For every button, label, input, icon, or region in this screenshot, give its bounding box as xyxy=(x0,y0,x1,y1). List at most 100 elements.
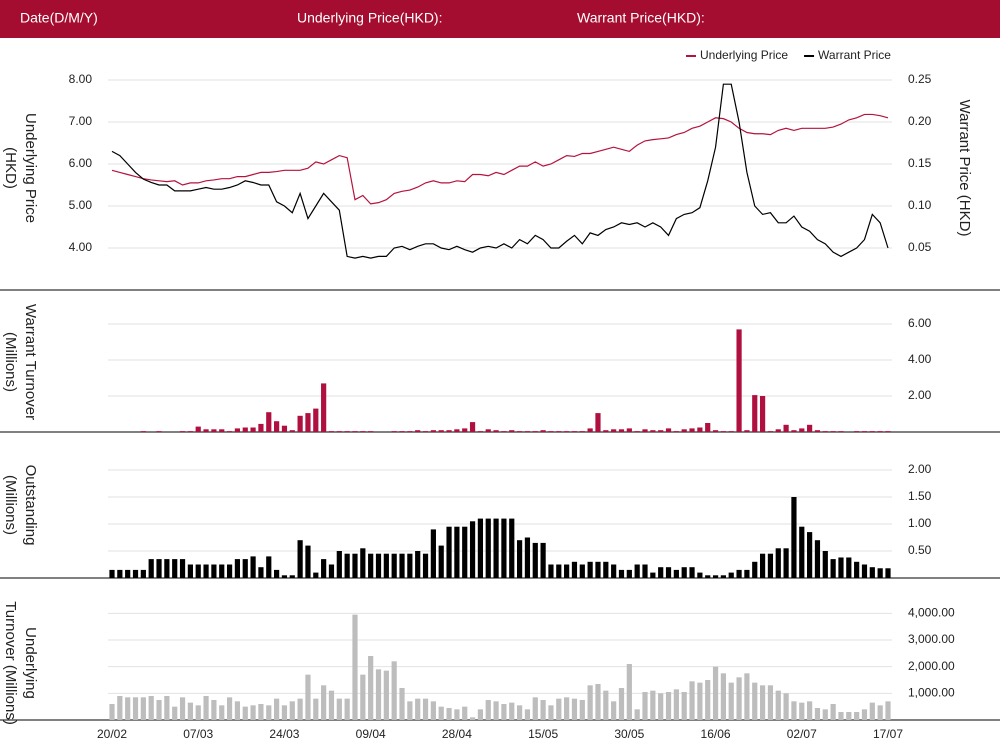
bar xyxy=(430,701,436,720)
bar xyxy=(132,569,139,578)
bar xyxy=(791,497,797,578)
bar xyxy=(117,569,123,578)
bar xyxy=(415,551,421,578)
bar xyxy=(634,709,640,720)
bar xyxy=(540,430,546,432)
bar xyxy=(611,429,617,432)
bar xyxy=(352,431,358,432)
bar xyxy=(219,429,225,432)
y-tick-label: 0.25 xyxy=(908,72,932,86)
bar xyxy=(352,553,358,578)
y-tick-label: 4.00 xyxy=(69,240,93,254)
bar xyxy=(297,540,303,578)
bar xyxy=(336,551,342,578)
bar xyxy=(571,561,578,578)
bar xyxy=(164,696,170,720)
bar xyxy=(783,548,789,578)
bar xyxy=(877,568,883,578)
bar xyxy=(368,431,374,432)
bar xyxy=(501,518,507,578)
bar xyxy=(603,561,609,578)
bar xyxy=(626,664,632,720)
bar xyxy=(140,569,146,578)
bar xyxy=(360,548,366,578)
bar xyxy=(281,425,288,432)
bar xyxy=(791,701,797,720)
y-axis-label: Outstanding xyxy=(22,465,39,546)
bar xyxy=(869,431,875,432)
bar xyxy=(775,690,781,720)
bar xyxy=(752,682,758,720)
bar xyxy=(861,564,868,578)
bar xyxy=(422,698,429,720)
bar xyxy=(838,431,844,432)
bar xyxy=(446,430,452,432)
bar xyxy=(516,540,523,578)
bar xyxy=(611,701,617,720)
bar xyxy=(665,567,672,578)
bar xyxy=(618,688,625,720)
bar xyxy=(532,431,538,432)
y-tick-label: 0.20 xyxy=(908,114,932,128)
bar xyxy=(305,674,311,720)
bar xyxy=(681,692,687,720)
bar xyxy=(822,709,828,720)
bar xyxy=(446,708,452,720)
bar xyxy=(203,564,209,578)
bar xyxy=(187,564,193,578)
bar xyxy=(172,559,178,578)
bar xyxy=(814,430,821,432)
bar xyxy=(219,705,225,720)
bar xyxy=(485,518,491,578)
bar xyxy=(219,564,225,578)
bar xyxy=(391,553,397,578)
y-tick-label: 4,000.00 xyxy=(908,606,955,620)
bar xyxy=(728,572,734,578)
bar xyxy=(830,704,836,720)
bar xyxy=(274,569,280,578)
bar xyxy=(446,526,452,578)
bar xyxy=(462,526,468,578)
bar xyxy=(705,575,711,578)
bar xyxy=(556,564,562,578)
y-axis-label: (Millions) xyxy=(2,332,19,392)
bar xyxy=(321,685,327,720)
bar xyxy=(736,569,742,578)
x-tick-label: 07/03 xyxy=(183,727,213,741)
bar xyxy=(854,561,860,578)
header-label: Warrant Price(HKD): xyxy=(577,10,705,26)
bar xyxy=(854,431,860,432)
bar xyxy=(266,556,272,578)
bar xyxy=(705,423,711,432)
bar xyxy=(156,431,162,432)
bar xyxy=(861,709,868,720)
bar xyxy=(211,700,217,720)
bar xyxy=(375,553,382,578)
bar xyxy=(642,564,648,578)
bar xyxy=(313,408,319,432)
bar xyxy=(226,564,233,578)
bar xyxy=(462,706,468,720)
bar xyxy=(516,431,523,432)
bar xyxy=(383,670,389,720)
bar xyxy=(454,709,460,720)
bar xyxy=(250,427,256,432)
y-axis-label: Warrant Price (HKD) xyxy=(956,100,973,237)
y-axis-label: Warrant Turnover xyxy=(22,304,39,420)
bar xyxy=(516,705,523,720)
bar xyxy=(587,685,593,720)
bar xyxy=(587,561,593,578)
bar xyxy=(618,429,625,432)
bar xyxy=(422,553,429,578)
bar xyxy=(430,529,436,578)
bar xyxy=(430,430,436,432)
header-label: Underlying Price(HKD): xyxy=(297,10,442,26)
bar xyxy=(556,698,562,720)
bar xyxy=(234,559,241,578)
bar xyxy=(509,518,515,578)
bar xyxy=(807,424,813,432)
bar xyxy=(195,426,201,432)
bar xyxy=(603,430,609,432)
bar xyxy=(274,698,280,720)
